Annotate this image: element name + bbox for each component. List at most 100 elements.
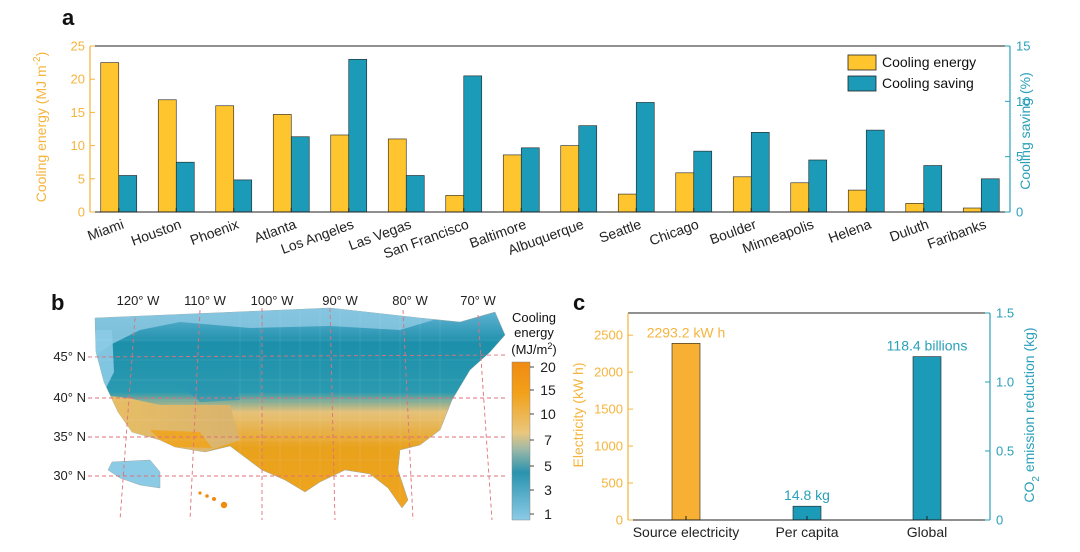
bar-cooling-energy-houston — [157, 99, 177, 213]
colorbar-tick-15: 15 — [540, 382, 556, 398]
bar-cooling-energy-faribanks — [962, 207, 982, 213]
hawaii — [198, 491, 228, 509]
bar-cooling-energy-san-francisco — [445, 195, 465, 213]
c-category-label-global: Global — [907, 524, 947, 540]
a-right-tick-0: 0 — [1016, 205, 1023, 220]
bar-cooling-energy-los-angeles — [330, 134, 350, 213]
colorbar-tick-7: 7 — [544, 432, 552, 448]
c-category-label-per-capita: Per capita — [775, 524, 838, 540]
lon-label-80w: 80° W — [392, 293, 428, 308]
bar-cooling-saving-albuquerque — [578, 125, 598, 213]
bar-cooling-energy-baltimore — [502, 154, 522, 213]
lon-label-100w: 100° W — [251, 293, 295, 308]
c-left-tick-1500: 1500 — [594, 402, 623, 417]
a-category-label-houston: Houston — [129, 216, 183, 249]
bar-source-electricity — [671, 343, 701, 521]
svg-text:Cooling: Cooling — [512, 310, 556, 325]
lat-label-40n: 40° N — [53, 390, 86, 405]
colorbar-tick-5: 5 — [544, 458, 552, 474]
colorbar — [511, 361, 531, 521]
alaska — [107, 459, 161, 489]
lat-label-45n: 45° N — [53, 349, 86, 364]
bar-cooling-saving-minneapolis — [808, 159, 828, 213]
a-category-label-seattle: Seattle — [597, 216, 644, 246]
bar-cooling-saving-seattle — [635, 102, 655, 213]
bar-cooling-saving-los-angeles — [348, 58, 368, 213]
c-right-tick-0: 0 — [996, 513, 1003, 528]
a-category-label-chicago: Chicago — [647, 216, 701, 249]
c-right-tick-1.0: 1.0 — [996, 375, 1014, 390]
bar-cooling-saving-miami — [118, 175, 138, 213]
chart-c: 0 500 1000 1500 2000 2500 0 0.5 1.0 1.5 Source el… — [570, 306, 1042, 541]
legend-swatch-cooling-energy — [847, 54, 877, 71]
c-right-tick-1.5: 1.5 — [996, 306, 1014, 321]
bar-cooling-saving-houston — [175, 161, 195, 213]
bar-cooling-energy-helena — [847, 189, 867, 213]
lat-label-35n: 35° N — [53, 429, 86, 444]
a-category-label-miami: Miami — [85, 216, 126, 244]
bar-global — [912, 356, 942, 521]
map-gridlines — [87, 307, 506, 521]
a-left-tick-5: 5 — [78, 171, 85, 186]
c-left-tick-1000: 1000 — [594, 439, 623, 454]
bar-cooling-energy-albuquerque — [560, 145, 580, 213]
a-right-tick-15: 15 — [1016, 39, 1030, 54]
panel-label-b: b — [51, 290, 64, 315]
colorbar-title: Cooling energy (MJ/m2) — [511, 310, 556, 357]
bar-cooling-saving-phoenix — [233, 179, 253, 213]
a-left-tick-25: 25 — [71, 39, 85, 54]
c-category-label-source-electricity: Source electricity — [633, 524, 740, 540]
bar-cooling-energy-minneapolis — [790, 182, 810, 213]
colorbar-tick-20: 20 — [540, 359, 556, 375]
bar-cooling-saving-chicago — [693, 150, 713, 213]
bar-cooling-saving-baltimore — [520, 147, 540, 213]
lon-label-120w: 120° W — [117, 293, 161, 308]
colorbar-tick-10: 10 — [540, 406, 556, 422]
legend-label-cooling-saving: Cooling saving — [882, 75, 974, 91]
colorbar-tick-3: 3 — [544, 482, 552, 498]
a-category-label-phoenix: Phoenix — [188, 216, 241, 248]
panel-label-c: c — [573, 290, 585, 315]
a-right-tick-10: 10 — [1016, 94, 1030, 109]
c-left-tick-2000: 2000 — [594, 365, 623, 380]
bar-cooling-energy-las-vegas — [387, 138, 407, 213]
bar-cooling-saving-boulder — [750, 132, 770, 213]
a-right-tick-5: 5 — [1016, 149, 1023, 164]
bar-cooling-energy-seattle — [617, 193, 637, 213]
a-category-label-helena: Helena — [826, 216, 873, 246]
data-label-global: 118.4 billions — [887, 338, 968, 354]
c-left-tick-500: 500 — [601, 476, 623, 491]
bar-cooling-energy-miami — [100, 62, 120, 213]
a-ylabel-left: Cooling energy (MJ m-2) — [32, 52, 49, 203]
legend-label-cooling-energy: Cooling energy — [882, 54, 976, 70]
a-left-tick-0: 0 — [78, 205, 85, 220]
bar-cooling-energy-chicago — [675, 172, 695, 213]
bar-cooling-energy-phoenix — [215, 105, 235, 213]
a-left-tick-20: 20 — [71, 72, 85, 87]
svg-text:(MJ/m2): (MJ/m2) — [511, 341, 556, 357]
panel-label-a: a — [62, 5, 75, 30]
bar-cooling-saving-san-francisco — [463, 75, 483, 213]
data-label-per-capita: 14.8 kg — [784, 487, 830, 503]
c-ylabel-left: Electricity (kW h) — [570, 363, 586, 468]
a-category-label-faribanks: Faribanks — [925, 216, 988, 252]
a-left-tick-10: 10 — [71, 138, 85, 153]
colorbar-ticks: 20 15 10 7 5 3 1 — [530, 359, 556, 522]
c-ylabel-right: CO2 emission reduction (kg) — [1021, 327, 1042, 502]
data-label-source-electricity: 2293.2 kW h — [647, 324, 726, 340]
lat-label-30n: 30° N — [53, 468, 86, 483]
cooling-energy-map: 120° W 110° W 100° W 90° W 80° W 70° W 4… — [53, 293, 556, 522]
bar-cooling-saving-faribanks — [980, 178, 1000, 213]
legend-a: Cooling energy Cooling saving — [847, 54, 976, 92]
bar-cooling-energy-atlanta — [272, 114, 292, 213]
lon-label-110w: 110° W — [184, 293, 227, 308]
bar-cooling-saving-helena — [865, 129, 885, 213]
svg-text:energy: energy — [514, 325, 554, 340]
lon-label-70w: 70° W — [460, 293, 496, 308]
bar-cooling-saving-atlanta — [290, 136, 310, 213]
c-left-tick-2500: 2500 — [594, 328, 623, 343]
a-category-label-duluth: Duluth — [887, 216, 931, 245]
legend-swatch-cooling-saving — [847, 75, 877, 92]
lon-label-90w: 90° W — [322, 293, 358, 308]
